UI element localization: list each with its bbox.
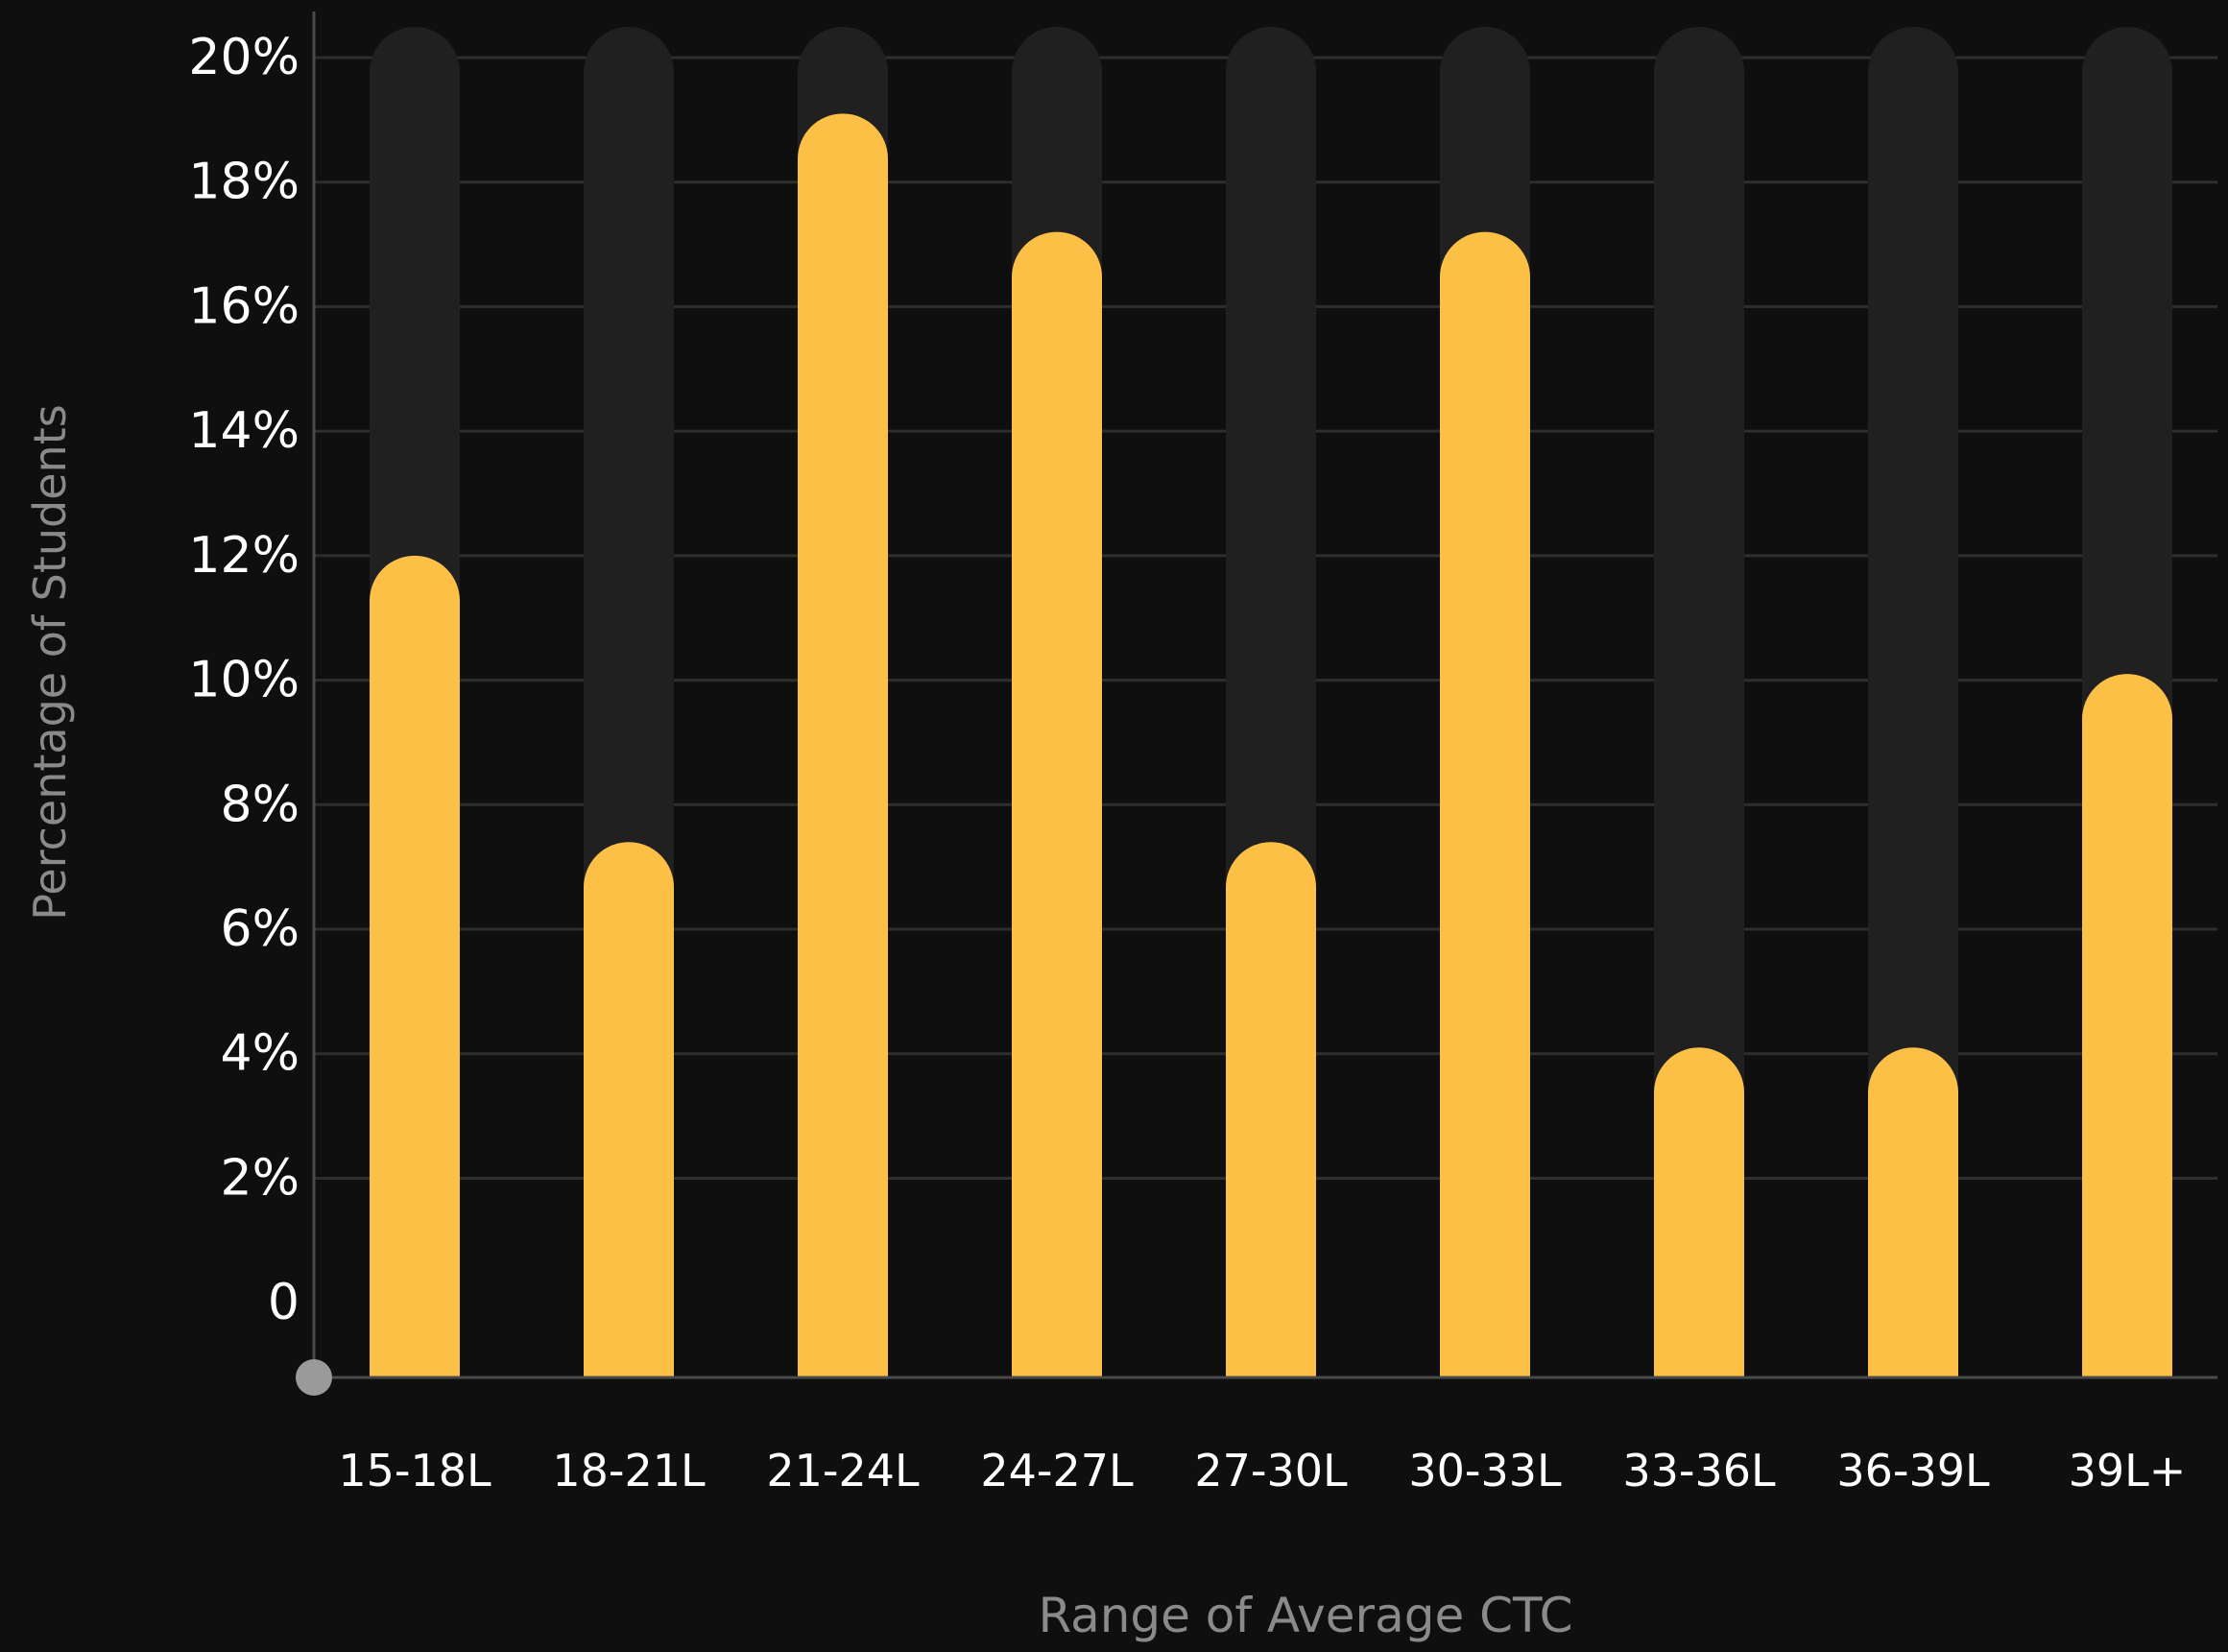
- bar-track: [1654, 27, 1744, 1377]
- y-tick-labels: 0 2% 4% 6% 8% 10% 12% 14% 16% 18% 20%: [188, 29, 299, 1331]
- y-tick-label: 16%: [188, 277, 299, 335]
- y-tick-label: 18%: [188, 154, 299, 211]
- x-tick-labels: 15-18L 18-21L 21-24L 24-27L 27-30L 30-33L 33-3…: [338, 1445, 2186, 1496]
- x-axis-title: Range of Average CTC: [1038, 1588, 1572, 1643]
- x-tick-label: 33-36L: [1622, 1445, 1776, 1496]
- y-tick-label: 20%: [188, 29, 299, 86]
- y-tick-label: 4%: [221, 1025, 300, 1083]
- x-tick-label: 18-21L: [552, 1445, 706, 1496]
- bar: [584, 842, 674, 1377]
- bar: [1226, 842, 1316, 1377]
- x-tick-label: 30-33L: [1408, 1445, 1562, 1496]
- x-tick-label: 39L+: [2069, 1445, 2187, 1496]
- bar: [798, 113, 888, 1377]
- bar-track: [1868, 27, 1958, 1377]
- x-tick-label: 15-18L: [338, 1445, 491, 1496]
- bars: [370, 113, 2172, 1377]
- x-tick-label: 36-39L: [1836, 1445, 1990, 1496]
- y-tick-label: 14%: [188, 402, 299, 460]
- bar: [1654, 1047, 1744, 1377]
- bar: [2082, 674, 2172, 1377]
- bar: [1012, 231, 1102, 1377]
- y-tick-label: 6%: [221, 900, 300, 958]
- origin-marker: [296, 1359, 332, 1396]
- bar: [370, 555, 460, 1377]
- bar: [1868, 1047, 1958, 1377]
- x-tick-label: 27-30L: [1194, 1445, 1348, 1496]
- y-tick-label: 2%: [221, 1149, 300, 1207]
- axes: [296, 12, 2217, 1396]
- y-axis-title: Percentage of Students: [24, 404, 76, 920]
- y-tick-label: 8%: [221, 776, 300, 833]
- y-tick-label: 0: [268, 1274, 299, 1331]
- y-tick-label: 10%: [188, 652, 299, 709]
- y-tick-label: 12%: [188, 527, 299, 585]
- bar: [1440, 231, 1530, 1377]
- x-tick-label: 24-27L: [980, 1445, 1134, 1496]
- x-tick-label: 21-24L: [766, 1445, 920, 1496]
